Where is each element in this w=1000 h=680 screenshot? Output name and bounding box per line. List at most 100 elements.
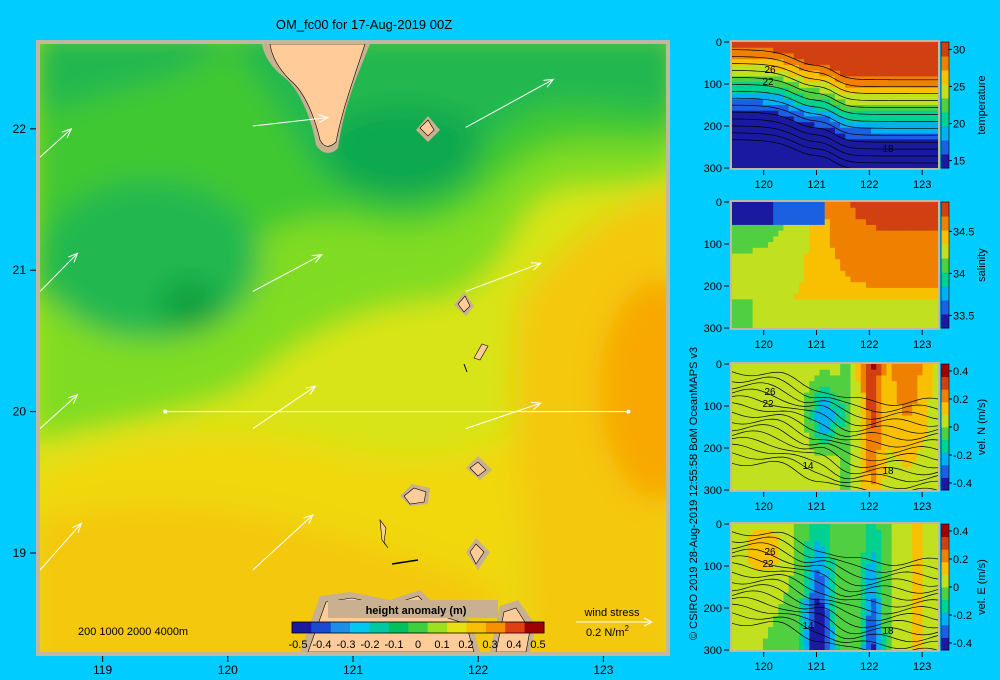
section-colorbar-swatch (941, 452, 949, 466)
section-cell (773, 305, 779, 312)
section-cell (732, 592, 738, 600)
isotherm-contour (732, 443, 938, 483)
section-cell (855, 438, 862, 445)
section-cell (737, 404, 743, 411)
section-cell (773, 375, 779, 382)
section-cell (747, 127, 754, 135)
section-cell (922, 609, 929, 617)
section-cell (757, 427, 764, 434)
section-cell (845, 110, 852, 118)
section-cell (752, 529, 759, 537)
isotherm-contour (732, 83, 938, 115)
colorbar-tick-label: 0.5 (530, 639, 545, 651)
section-cell (835, 546, 841, 554)
section-cell (732, 627, 738, 634)
section-cell (912, 472, 918, 480)
section-cell (835, 467, 841, 474)
section-cell (762, 581, 769, 588)
section-cell (896, 230, 903, 237)
section-cell (922, 127, 929, 135)
section-cell (798, 87, 805, 95)
section-cell (778, 432, 785, 440)
section-cell (742, 564, 749, 571)
section-cell (922, 638, 929, 645)
section-cell (809, 621, 815, 628)
section-cell (757, 162, 764, 168)
section-cell (840, 64, 846, 72)
section-cell (737, 282, 743, 289)
section-cell (850, 259, 857, 266)
section-cell (793, 369, 800, 377)
section-cell (922, 305, 929, 312)
section-cell (840, 375, 846, 382)
section-cell (824, 299, 831, 306)
section-cell (757, 609, 764, 617)
section-cell (840, 638, 846, 645)
section-cell (850, 76, 857, 83)
section-cell (829, 598, 836, 605)
section-cell (788, 133, 795, 140)
section-cell (855, 529, 862, 537)
section-cell (762, 64, 769, 72)
section-cell (829, 59, 836, 66)
section-cell (773, 409, 779, 417)
section-cell (912, 47, 918, 55)
section-cell (845, 162, 852, 168)
section-cell (901, 93, 908, 100)
section-cell (732, 59, 738, 66)
section-cell (798, 609, 805, 617)
section-cell (737, 575, 743, 582)
section-cell (907, 432, 913, 440)
section-cell (922, 265, 929, 272)
section-cell (793, 364, 800, 371)
section-cell (809, 449, 815, 457)
section-cell (932, 87, 938, 95)
section-cell (907, 224, 913, 232)
section-cell (752, 133, 759, 140)
section-cell (886, 127, 893, 135)
section-cell (824, 276, 831, 283)
section-cell (835, 575, 841, 582)
section-cell (762, 299, 769, 306)
section-cell (860, 415, 867, 422)
section-cell (752, 162, 759, 168)
section-cell (809, 381, 815, 388)
contour-label: 18 (882, 466, 894, 477)
section-cell (737, 627, 743, 634)
section-cell (732, 242, 738, 249)
section-cell (860, 621, 867, 628)
section-cell (783, 322, 790, 328)
section-cell (840, 133, 846, 140)
section-cell (793, 122, 800, 129)
section-cell (824, 455, 831, 462)
section-cell (901, 99, 908, 106)
section-cell (876, 305, 882, 312)
section-cell (737, 381, 743, 388)
section-cell (757, 282, 764, 289)
section-colorbar-swatch (941, 637, 949, 651)
section-cell (732, 219, 738, 226)
section-cell (829, 438, 836, 445)
section-cell (860, 150, 867, 158)
section-cell (768, 236, 774, 243)
section-cell (917, 467, 924, 474)
section-cell (737, 82, 743, 89)
section-cell (912, 122, 918, 129)
section-cell (850, 398, 857, 405)
section-cell (876, 386, 882, 394)
section-cell (737, 242, 743, 249)
lon-tick-label: 120 (755, 501, 773, 513)
section-cell (871, 139, 877, 146)
section-cell (793, 592, 800, 600)
section-cell (773, 207, 779, 215)
section-cell (912, 287, 918, 295)
section-cell (778, 581, 785, 588)
section-cell (860, 162, 867, 168)
section-cell (783, 162, 790, 168)
section-cell (845, 310, 852, 318)
section-cell (901, 615, 908, 622)
section-cell (891, 53, 898, 60)
section-cell (742, 632, 749, 640)
section-cell (917, 293, 924, 300)
section-cell (917, 552, 924, 559)
